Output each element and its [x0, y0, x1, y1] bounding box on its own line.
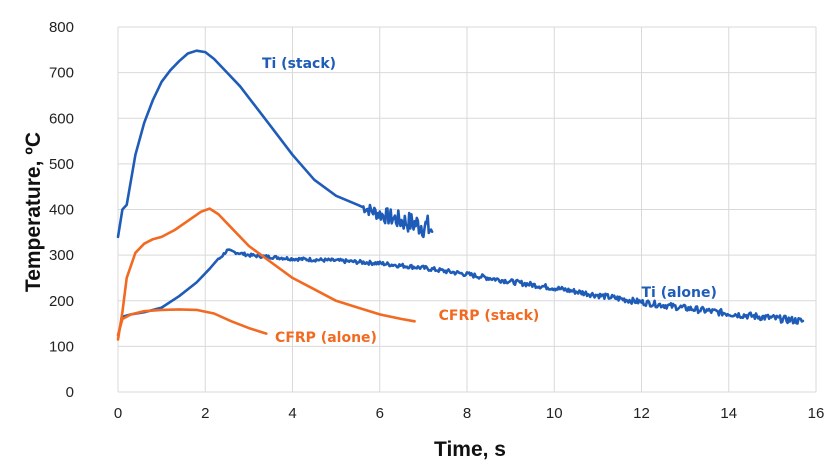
series-line-0 — [116, 49, 434, 239]
x-tick-label: 6 — [376, 405, 384, 422]
tick-labels: 0 100 200 300 400 500 600 700 800 0 2 4 6 8 10 12 14 16 — [49, 19, 824, 422]
series-line-1 — [121, 248, 805, 325]
y-axis-title: Temperature, ºC — [22, 132, 45, 292]
series-label-1: Ti (alone) — [642, 285, 717, 301]
series-label-0: Ti (stack) — [262, 56, 336, 72]
y-tick-label: 300 — [49, 247, 74, 264]
series-lines — [116, 49, 805, 341]
y-tick-label: 700 — [49, 65, 74, 82]
gridlines — [117, 26, 817, 393]
y-tick-label: 200 — [49, 293, 74, 310]
x-tick-label: 2 — [201, 405, 209, 422]
series-labels: Ti (stack) Ti (alone) CFRP (stack) CFRP (al… — [262, 56, 717, 346]
x-tick-label: 4 — [288, 405, 296, 422]
x-tick-label: 10 — [546, 405, 563, 422]
x-tick-label: 14 — [720, 405, 737, 422]
y-tick-label: 400 — [49, 202, 74, 219]
series-label-3: CFRP (alone) — [275, 330, 377, 346]
x-tick-label: 12 — [633, 405, 650, 422]
series-line-3 — [116, 308, 268, 337]
y-tick-label: 500 — [49, 156, 74, 173]
y-tick-label: 800 — [49, 19, 74, 36]
y-tick-label: 0 — [66, 384, 74, 401]
x-tick-label: 8 — [463, 405, 471, 422]
x-axis-title: Time, s — [434, 438, 506, 461]
x-tick-label: 16 — [808, 405, 825, 422]
series-label-2: CFRP (stack) — [439, 308, 540, 324]
y-tick-label: 100 — [49, 338, 74, 355]
series-line-2 — [116, 207, 416, 341]
y-tick-label: 600 — [49, 110, 74, 127]
x-tick-label: 0 — [114, 405, 122, 422]
